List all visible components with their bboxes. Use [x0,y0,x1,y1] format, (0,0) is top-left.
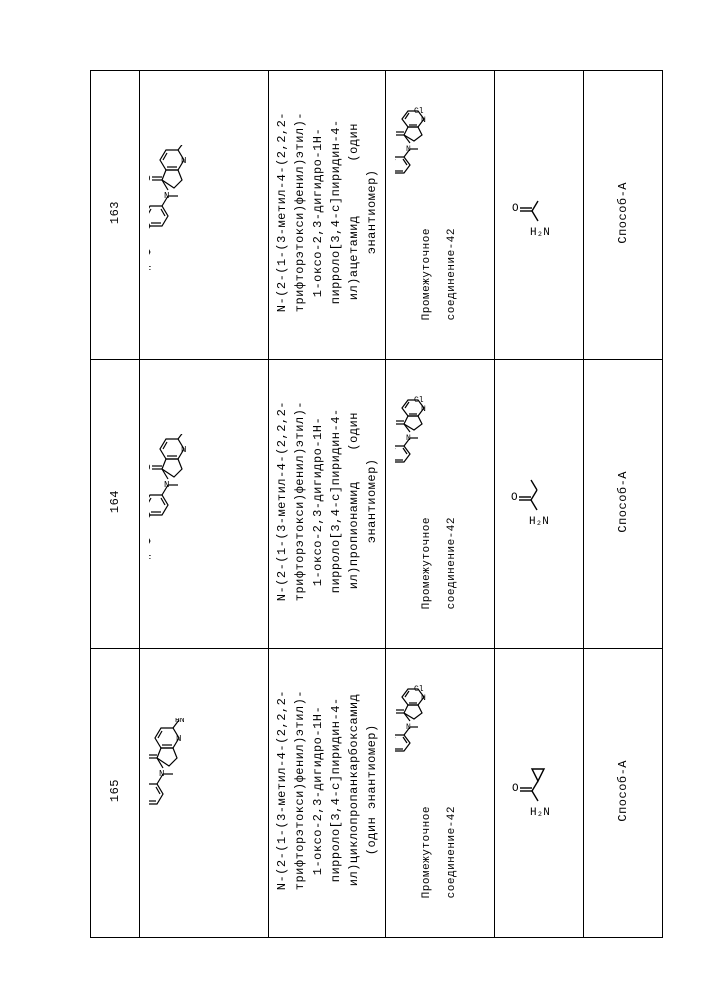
cell-intermediate: F F F O N [386,360,495,649]
cell-amide: H₂N O [495,649,584,938]
cell-name: N-(2-(1-(3-метил-4-(2,2,2- трифторэтокси… [269,360,386,649]
intermediate-caption: Промежуточное соединение-42 [390,224,490,325]
svg-text:Cl: Cl [414,685,424,694]
svg-text:N: N [406,145,411,154]
cell-product: F F F O N [140,360,269,649]
cell-name: N-(2-(1-(3-метил-4-(2,2,2- трифторэтокси… [269,649,386,938]
svg-text:HN: HN [175,718,185,725]
intermediate-structure-icon: F F F O N [395,104,485,224]
svg-text:O: O [511,492,518,504]
cell-id: 163 [91,71,140,360]
intermediate-label1: Промежуточное [420,517,435,609]
method-label: Способ-A [614,471,632,533]
product-structure-icon: F F F O N [149,718,259,868]
compound-name: N-(2-(1-(3-метил-4-(2,2,2- трифторэтокси… [273,690,381,890]
compound-name: N-(2-(1-(3-метил-4-(2,2,2- трифторэтокси… [273,401,381,601]
cell-id: 164 [91,360,140,649]
intermediate-label2: соединение-42 [445,228,460,320]
intermediate-label2: соединение-42 [445,806,460,898]
svg-text:F: F [149,554,151,564]
compound-id: 163 [106,201,124,224]
table-row: 165 F F F O [91,649,663,938]
amide-structure-icon: H₂N O [507,748,572,838]
method-label: Способ-A [614,182,632,244]
intermediate-label1: Промежуточное [420,806,435,898]
cell-amide: H₂N O [495,71,584,360]
chem-table: 163 F F F O [90,70,663,938]
svg-text:N: N [181,156,186,166]
cell-amide: H₂N O [495,360,584,649]
intermediate-caption: Промежуточное соединение-42 [390,513,490,614]
table-row: 164 F F F O [91,360,663,649]
intermediate-label2: соединение-42 [445,517,460,609]
svg-text:H₂N: H₂N [530,807,550,819]
page: 163 F F F O [0,0,707,1000]
svg-text:N: N [164,191,169,201]
cell-intermediate: F F F O N [386,71,495,360]
cell-product: F F F O N [140,649,269,938]
svg-text:N: N [421,694,426,703]
compound-id: 165 [106,779,124,802]
cell-method: Способ-A [584,360,663,649]
svg-text:N: N [164,480,169,490]
product-structure-icon: F F F O N [149,434,259,574]
cell-method: Способ-A [584,71,663,360]
svg-text:HN: HN [180,145,190,147]
svg-text:N: N [176,734,181,744]
svg-text:Cl: Cl [414,107,424,116]
compound-name: N-(2-(1-(3-метил-4-(2,2,2- трифторэтокси… [273,112,381,312]
cell-intermediate: F F F O N [386,649,495,938]
svg-text:N: N [159,769,164,779]
product-structure-icon: F F F O [149,145,259,285]
svg-text:N: N [421,405,426,414]
table-row: 163 F F F O [91,71,663,360]
svg-text:O: O [149,174,150,184]
svg-text:N: N [181,445,186,455]
svg-text:N: N [421,116,426,125]
svg-text:O: O [149,463,150,473]
svg-text:H₂N: H₂N [529,516,549,528]
cell-name: N-(2-(1-(3-метил-4-(2,2,2- трифторэтокси… [269,71,386,360]
svg-text:F: F [149,265,151,275]
svg-text:O: O [512,203,519,215]
svg-text:N: N [406,434,411,443]
cell-id: 165 [91,649,140,938]
svg-text:Cl: Cl [414,396,424,405]
intermediate-label1: Промежуточное [420,228,435,320]
amide-structure-icon: H₂N O [509,464,569,544]
intermediate-structure-icon: F F F O N [395,682,485,802]
svg-text:N: N [406,723,411,732]
cell-method: Способ-A [584,649,663,938]
cell-product: F F F O [140,71,269,360]
compound-id: 164 [106,490,124,513]
svg-text:HN: HN [180,434,190,436]
intermediate-caption: Промежуточное соединение-42 [390,802,490,903]
svg-text:O: O [512,783,519,795]
amide-structure-icon: H₂N O [509,180,569,250]
svg-text:H₂N: H₂N [530,227,550,239]
intermediate-structure-icon: F F F O N [395,393,485,513]
method-label: Способ-A [614,760,632,822]
